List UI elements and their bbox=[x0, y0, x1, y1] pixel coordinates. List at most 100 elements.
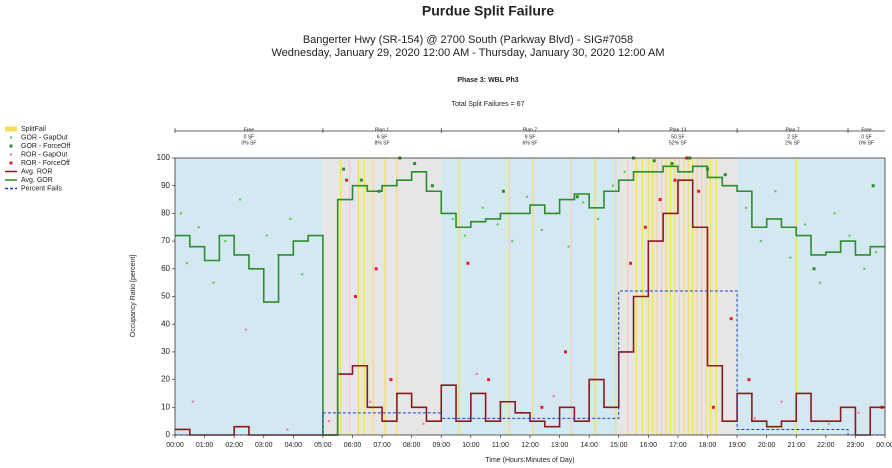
legend-swatch bbox=[9, 144, 13, 148]
point bbox=[353, 295, 357, 298]
x-tick-label: 01:00 bbox=[196, 442, 214, 449]
point bbox=[596, 217, 600, 221]
point bbox=[369, 400, 372, 403]
point bbox=[185, 262, 189, 265]
point bbox=[670, 162, 674, 166]
point bbox=[723, 173, 727, 177]
percent-fails-line bbox=[175, 290, 885, 436]
point bbox=[789, 256, 792, 259]
x-tick-label: 12:00 bbox=[521, 442, 539, 449]
plan-percent: 2% SF bbox=[785, 140, 800, 146]
point bbox=[652, 159, 656, 163]
legend-label: GOR - ForceOff bbox=[21, 143, 70, 150]
x-tick-label: 00:00 bbox=[876, 442, 892, 449]
point bbox=[451, 217, 455, 221]
point bbox=[658, 198, 662, 202]
point bbox=[265, 234, 268, 237]
point bbox=[359, 178, 363, 182]
point bbox=[463, 234, 467, 237]
point bbox=[803, 223, 807, 226]
plan-band bbox=[848, 158, 885, 435]
legend-swatch bbox=[5, 126, 17, 132]
point bbox=[487, 378, 491, 382]
y-tick-label: 0 bbox=[166, 430, 171, 439]
point bbox=[567, 245, 570, 248]
point bbox=[525, 195, 529, 198]
point bbox=[286, 428, 289, 431]
y-tick-label: 20 bbox=[161, 375, 170, 384]
point bbox=[874, 250, 878, 254]
plan-fails: 0 SF bbox=[244, 134, 255, 140]
plan-name: Free bbox=[861, 127, 872, 133]
point bbox=[833, 212, 836, 215]
point bbox=[212, 281, 215, 284]
point bbox=[496, 223, 499, 226]
x-tick-label: 19:00 bbox=[728, 442, 746, 449]
x-tick-label: 06:00 bbox=[344, 442, 362, 449]
plan-percent: 52% SF bbox=[669, 140, 687, 146]
point bbox=[759, 239, 762, 243]
point bbox=[863, 267, 866, 270]
point bbox=[342, 167, 346, 171]
x-tick-label: 00:00 bbox=[166, 442, 184, 449]
phase-label: Phase 3: WBL Ph3 bbox=[457, 77, 518, 84]
point bbox=[774, 190, 777, 193]
point bbox=[413, 162, 417, 166]
x-tick-label: 13:00 bbox=[551, 442, 569, 449]
legend-swatch bbox=[9, 161, 13, 165]
point bbox=[818, 281, 822, 284]
point bbox=[481, 206, 484, 210]
y-tick-label: 60 bbox=[161, 264, 170, 273]
point bbox=[711, 405, 715, 409]
x-tick-label: 10:00 bbox=[462, 442, 480, 449]
point bbox=[857, 411, 860, 415]
x-tick-label: 08:00 bbox=[403, 442, 421, 449]
x-tick-label: 21:00 bbox=[787, 442, 805, 449]
plan-percent: 0% SF bbox=[241, 140, 256, 146]
legend-label: SplitFail bbox=[21, 126, 46, 133]
point bbox=[197, 226, 200, 229]
plan-band bbox=[441, 158, 619, 435]
legend-label: ROR - GapOut bbox=[21, 151, 67, 158]
point bbox=[623, 170, 626, 174]
point bbox=[430, 184, 434, 188]
chart-title: Purdue Split Failure bbox=[422, 3, 554, 19]
point bbox=[422, 422, 425, 426]
point bbox=[540, 405, 544, 409]
y-tick-label: 30 bbox=[161, 347, 170, 356]
point bbox=[511, 239, 514, 243]
point bbox=[871, 184, 875, 188]
point bbox=[540, 228, 544, 232]
x-tick-label: 18:00 bbox=[699, 442, 717, 449]
y-tick-label: 50 bbox=[161, 292, 170, 301]
point bbox=[827, 422, 830, 426]
point bbox=[475, 372, 478, 376]
point bbox=[582, 201, 585, 204]
y-tick-label: 100 bbox=[157, 153, 171, 162]
point bbox=[697, 189, 701, 193]
x-tick-label: 15:00 bbox=[610, 442, 628, 449]
x-tick-label: 14:00 bbox=[580, 442, 598, 449]
point bbox=[747, 378, 751, 382]
y-tick-label: 90 bbox=[161, 181, 170, 190]
x-tick-label: 02:00 bbox=[225, 442, 243, 449]
plan-name: Plan 1 bbox=[375, 127, 389, 133]
point bbox=[374, 267, 378, 271]
avg-line bbox=[175, 165, 885, 436]
x-tick-label: 05:00 bbox=[314, 442, 332, 449]
plan-percent: 6% SF bbox=[522, 140, 537, 146]
point bbox=[780, 400, 783, 403]
point bbox=[552, 395, 555, 398]
plan-fails: 6 SF bbox=[377, 134, 388, 140]
plan-name: Plan 13 bbox=[669, 127, 686, 133]
point bbox=[327, 419, 331, 423]
legend-swatch bbox=[9, 153, 13, 156]
point bbox=[179, 212, 183, 215]
point bbox=[729, 317, 733, 321]
total-label: Total Split Failures = 67 bbox=[452, 101, 525, 108]
legend-label: Avg. ROR bbox=[21, 168, 52, 175]
point bbox=[191, 400, 194, 403]
x-tick-label: 17:00 bbox=[669, 442, 687, 449]
plan-name: Plan 7 bbox=[785, 127, 799, 133]
